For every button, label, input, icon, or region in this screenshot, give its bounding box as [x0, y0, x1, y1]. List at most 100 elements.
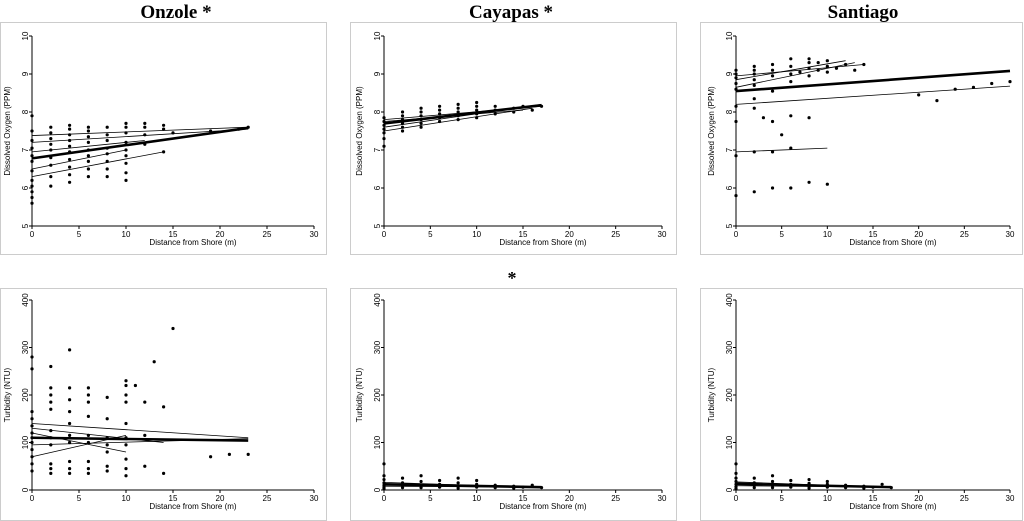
do_onzole-data-point	[86, 135, 90, 139]
do_santiago-data-point	[734, 87, 738, 91]
turb_santiago-data-point	[770, 486, 775, 490]
do_onzole-x-axis-label: Distance from Shore (m)	[149, 238, 236, 247]
do_santiago-data-point	[825, 64, 829, 68]
turb_onzole-data-point	[49, 400, 53, 404]
turb_onzole-data-point	[68, 433, 72, 437]
do_santiago-y-tick-label: 9	[725, 71, 734, 76]
turb_santiago-data-point	[844, 486, 848, 490]
turbidity-cayapas-star: *	[507, 268, 517, 288]
do_onzole-data-point	[49, 137, 53, 141]
turb_onzole-data-point	[30, 448, 34, 452]
turb_onzole-y-axis-label: Turbidity (NTU)	[3, 367, 12, 422]
do_santiago-data-point	[789, 114, 793, 118]
turb_cayapas-data-point	[419, 483, 423, 487]
do_onzole-x-tick-label: 15	[169, 230, 178, 239]
do_santiago-x-tick-label: 30	[1006, 230, 1015, 239]
do_onzole-data-point	[86, 159, 90, 163]
do_onzole-data-point	[143, 142, 147, 146]
turb_cayapas-data-point	[475, 485, 479, 489]
do_santiago-y-tick-label: 8	[725, 109, 734, 114]
do_onzole-data-point	[49, 131, 53, 135]
do_cayapas-data-point	[475, 100, 479, 105]
turb_onzole-data-point	[105, 469, 109, 473]
do_onzole-data-point	[105, 125, 109, 129]
turb_onzole-data-point	[68, 471, 72, 475]
turb_santiago-y-axis-label: Turbidity (NTU)	[707, 367, 716, 422]
turb_cayapas-x-tick-label: 0	[382, 494, 387, 503]
turb_santiago-data-point	[825, 485, 829, 489]
do_cayapas-data-point	[493, 104, 497, 108]
do_santiago-data-point	[917, 93, 921, 97]
do_onzole-data-point	[237, 127, 241, 131]
turb_santiago-y-tick-label: 400	[725, 293, 734, 307]
do_santiago-data-point	[734, 72, 738, 76]
do_santiago-data-point	[807, 74, 811, 78]
do_cayapas-data-point	[382, 119, 386, 124]
turb_santiago-x-tick-label: 25	[960, 494, 969, 503]
turb_cayapas-x-tick-label: 30	[658, 494, 667, 503]
do_onzole-data-point	[68, 144, 72, 148]
turb_santiago-data-point	[752, 486, 756, 490]
turb_cayapas-data-point	[382, 462, 386, 466]
turb_santiago-data-point	[880, 482, 884, 486]
do_santiago-data-point	[734, 194, 738, 198]
do_cayapas-x-tick-label: 30	[658, 230, 667, 239]
do_santiago-data-point	[789, 186, 793, 190]
turb_santiago-data-point	[734, 479, 738, 484]
do_santiago-data-point	[770, 74, 775, 78]
turb_cayapas-data-point	[530, 483, 534, 487]
turb_onzole-data-point	[86, 459, 90, 464]
do_santiago-data-point	[770, 68, 775, 72]
do_cayapas-data-point	[539, 104, 544, 108]
do_onzole-data-point	[68, 123, 72, 127]
turb_onzole-data-point	[49, 462, 53, 466]
do_santiago-data-point	[853, 68, 857, 72]
turb_onzole-data-point	[124, 467, 128, 471]
turb_onzole-x-tick-label: 25	[263, 494, 272, 503]
turb_cayapas-data-point	[382, 474, 386, 478]
do_onzole-x-tick-label: 20	[216, 230, 225, 239]
do_cayapas-data-point	[382, 131, 386, 135]
do_santiago-x-tick-label: 5	[779, 230, 784, 239]
do_cayapas-data-point	[400, 118, 405, 122]
do_santiago-data-point	[807, 61, 811, 65]
turb_onzole-data-point	[30, 462, 34, 466]
turb_cayapas-y-tick-label: 400	[373, 293, 382, 307]
title-cayapas: Cayapas *	[469, 2, 553, 23]
do_santiago-x-tick-label: 15	[869, 230, 878, 239]
do_onzole-data-point	[86, 148, 90, 152]
do_santiago-data-point	[825, 59, 829, 63]
do_onzole-data-point	[30, 178, 34, 182]
do_onzole-data-point	[86, 140, 90, 144]
do_santiago-data-point	[825, 70, 829, 74]
turb_santiago-x-tick-label: 15	[869, 494, 878, 503]
do_onzole-data-point	[86, 154, 90, 158]
turb_cayapas-data-point	[493, 486, 497, 490]
do_cayapas-site-trend-line	[383, 105, 542, 120]
turb_cayapas-data-point	[400, 481, 405, 485]
turb_onzole-data-point	[49, 467, 53, 471]
turb_cayapas-data-point	[382, 477, 386, 482]
do_onzole-data-point	[30, 129, 34, 133]
turb_onzole-data-point	[152, 360, 156, 364]
do_santiago-data-point	[935, 99, 939, 103]
do_santiago-x-axis-label: Distance from Shore (m)	[849, 238, 936, 247]
do_onzole-data-point	[124, 131, 128, 135]
do_santiago-x-tick-label: 0	[734, 230, 739, 239]
turb_santiago-y-tick-label: 200	[725, 388, 734, 402]
turb_onzole-data-point	[105, 450, 109, 454]
do_onzole-data-point	[49, 148, 53, 152]
do_onzole-site-trend-line	[31, 149, 127, 170]
do_onzole-y-tick-label: 6	[21, 185, 30, 190]
do_santiago-data-point	[734, 119, 738, 124]
do_onzole-x-tick-label: 10	[122, 230, 131, 239]
do_cayapas-site-trend-line	[383, 109, 524, 122]
turb_santiago-data-point	[844, 483, 848, 487]
do_santiago-y-tick-label: 5	[725, 223, 734, 228]
do_onzole-data-point	[30, 201, 34, 205]
turb_onzole-data-point	[86, 393, 90, 397]
turb_cayapas-x-tick-label: 15	[519, 494, 528, 503]
turb_cayapas-data-point	[521, 485, 525, 489]
do_santiago-site-trend-line	[735, 147, 828, 153]
do_santiago-x-tick-label: 20	[914, 230, 923, 239]
